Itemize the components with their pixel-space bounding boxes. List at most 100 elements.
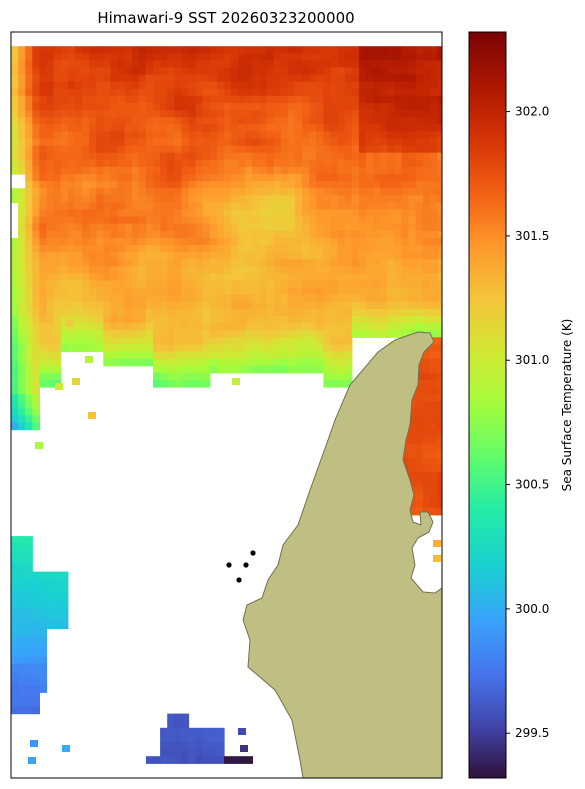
sst-cell <box>295 237 303 246</box>
sst-cell <box>259 46 268 54</box>
sst-cell <box>117 195 126 203</box>
sst-cell <box>224 287 232 296</box>
sst-cell <box>46 46 55 54</box>
sst-cell <box>252 337 261 345</box>
sst-cell <box>209 337 218 345</box>
sst-cell <box>167 103 175 111</box>
sst-cell <box>131 287 140 296</box>
sst-cell <box>337 280 346 289</box>
sst-cell <box>209 166 218 175</box>
sst-cell <box>280 216 289 225</box>
sst-cell <box>11 401 19 409</box>
sst-cell <box>216 174 225 182</box>
sst-cell <box>153 252 161 260</box>
sst-cell <box>224 351 232 360</box>
sst-cell <box>195 259 204 267</box>
sst-cell <box>252 351 261 360</box>
sst-cell <box>209 287 218 296</box>
sst-cell <box>373 259 381 267</box>
sst-cell <box>380 81 388 90</box>
sst-cell <box>351 152 360 161</box>
sst-cell <box>344 372 353 381</box>
sst-cell <box>60 578 69 587</box>
sst-cell <box>273 95 282 104</box>
sst-cell <box>337 88 346 97</box>
sst-cell <box>160 88 168 97</box>
sst-cell <box>18 280 26 289</box>
sst-cell <box>131 188 140 196</box>
sst-cell <box>18 358 26 367</box>
sst-cell <box>344 110 353 118</box>
sst-cell <box>358 95 367 104</box>
sst-cell <box>202 181 211 189</box>
sst-cell <box>337 46 346 54</box>
sst-cell <box>316 195 324 203</box>
sst-cell <box>401 145 410 154</box>
sst-cell <box>153 223 161 232</box>
sst-cell <box>309 351 317 360</box>
sst-cell <box>380 138 388 147</box>
sst-cell <box>153 372 161 381</box>
sst-cell <box>46 358 55 367</box>
sst-cell <box>422 110 431 118</box>
sst-cell <box>429 88 438 97</box>
sst-cell <box>344 88 353 97</box>
sst-cell <box>181 223 190 232</box>
sst-cell <box>309 46 317 54</box>
sst-cell <box>18 81 26 90</box>
sst-cell <box>145 103 154 111</box>
sst-cell <box>32 706 40 715</box>
sst-cell <box>408 415 417 424</box>
sst-cell <box>273 166 282 175</box>
sst-cell <box>138 166 147 175</box>
sst-cell <box>209 131 218 140</box>
sst-cell <box>138 117 147 125</box>
sst-cell <box>401 458 410 466</box>
sst-cell <box>358 195 367 203</box>
sst-cell <box>25 60 33 69</box>
sst-cell <box>394 152 403 161</box>
sst-cell <box>401 81 410 90</box>
sst-cell <box>266 301 275 310</box>
sst-cell <box>422 294 431 303</box>
sst-cell <box>351 259 360 267</box>
sst-cell <box>309 223 317 232</box>
sst-cell <box>351 46 360 54</box>
sst-cell <box>387 202 395 211</box>
sst-cell <box>18 110 26 118</box>
sst-cell <box>302 237 310 246</box>
sst-cell <box>117 237 126 246</box>
sst-cell <box>110 266 119 274</box>
sst-cell <box>145 81 154 90</box>
sst-cell <box>429 95 438 104</box>
sst-cell <box>280 280 289 289</box>
sst-cell <box>60 316 69 324</box>
sst-cell <box>366 266 374 274</box>
sst-cell <box>117 46 126 54</box>
sst-cell <box>408 46 417 54</box>
sst-cell <box>131 166 140 175</box>
sst-cell <box>295 174 303 182</box>
sst-cell <box>408 443 417 452</box>
sst-cell <box>252 294 261 303</box>
sst-cell <box>216 337 225 345</box>
sst-cell <box>60 181 69 189</box>
sst-cell <box>32 585 40 594</box>
sst-cell <box>380 280 388 289</box>
sst-cell <box>330 379 339 388</box>
sst-cell <box>188 742 197 750</box>
sst-cell <box>39 685 48 693</box>
sst-cell <box>408 103 417 111</box>
sst-cell <box>408 195 417 203</box>
sst-cell <box>351 308 360 317</box>
sst-cell <box>160 67 168 76</box>
sst-cell <box>25 592 33 601</box>
sst-cell <box>429 308 438 317</box>
sst-cell <box>46 138 55 147</box>
sst-cell <box>160 46 168 54</box>
sst-cell <box>96 266 104 274</box>
sst-cell <box>231 237 239 246</box>
sst-cell <box>174 727 182 736</box>
sst-cell <box>117 252 126 260</box>
sst-cell <box>96 216 104 225</box>
